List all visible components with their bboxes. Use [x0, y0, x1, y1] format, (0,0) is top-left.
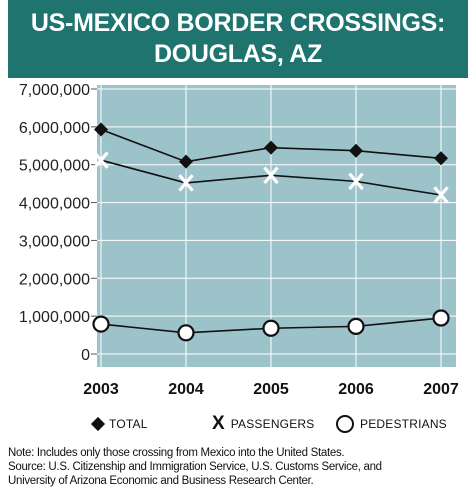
y-tick-label: 5,000,000	[19, 158, 90, 175]
chart-legend: TOTAL X PASSENGERS PEDESTRIANS	[0, 412, 476, 436]
data-point-pedestrians	[347, 317, 365, 335]
y-tick-label: 3,000,000	[19, 233, 90, 250]
data-point-passengers	[178, 174, 194, 192]
x-tick-label: 2004	[168, 381, 204, 398]
legend-item-total: TOTAL	[90, 412, 148, 436]
y-tick-label: 4,000,000	[19, 196, 90, 213]
data-point-pedestrians	[177, 324, 195, 342]
chart-title-line-2: DOUGLAS, AZ	[154, 40, 322, 68]
x-marker-icon: X	[212, 413, 225, 434]
chart-title-line-1: US-MEXICO BORDER CROSSINGS:	[30, 9, 446, 37]
diamond-marker-icon	[90, 416, 106, 432]
y-tick-label: 0	[81, 347, 90, 364]
data-point-pedestrians	[262, 319, 280, 337]
legend-label-passengers: PASSENGERS	[230, 417, 315, 431]
y-tick-label: 7,000,000	[19, 82, 90, 99]
data-point-total	[434, 151, 448, 166]
data-point-pedestrians	[432, 309, 450, 327]
data-point-pedestrians	[92, 315, 110, 333]
x-tick-label: 2007	[423, 381, 459, 398]
data-point-total	[94, 122, 108, 137]
data-point-passengers	[93, 151, 109, 169]
data-point-passengers	[263, 166, 279, 185]
data-point-passengers	[348, 172, 364, 191]
legend-label-total: TOTAL	[109, 417, 148, 431]
note-line: Note: Includes only those crossing from …	[8, 447, 345, 459]
y-tick-label: 6,000,000	[19, 120, 90, 137]
data-point-total	[349, 143, 363, 158]
source-line-continued: University of Arizona Economic and Busin…	[8, 475, 314, 487]
plot-area	[97, 85, 456, 367]
data-point-passengers	[433, 186, 449, 204]
chart-title: US-MEXICO BORDER CROSSINGS: DOUGLAS, AZ	[8, 0, 468, 78]
line-chart: 7,000,000 6,000,000 5,000,000 4,000,000 3,00…	[19, 82, 459, 398]
y-tick-label: 1,000,000	[19, 309, 90, 326]
data-point-total	[179, 154, 193, 169]
legend-item-passengers: X PASSENGERS	[212, 412, 315, 436]
x-tick-label: 2005	[253, 381, 289, 398]
legend-label-pedestrians: PEDESTRIANS	[360, 417, 447, 431]
source-line: Source: U.S. Citizenship and Immigration…	[8, 461, 382, 473]
data-point-total	[264, 140, 278, 155]
x-tick-label: 2006	[338, 381, 374, 398]
y-tick-label: 2,000,000	[19, 271, 90, 288]
x-tick-label: 2003	[83, 381, 119, 398]
legend-item-pedestrians: PEDESTRIANS	[336, 412, 447, 436]
circle-marker-icon	[336, 415, 354, 433]
chart-notes: Note: Includes only those crossing from …	[8, 446, 472, 488]
